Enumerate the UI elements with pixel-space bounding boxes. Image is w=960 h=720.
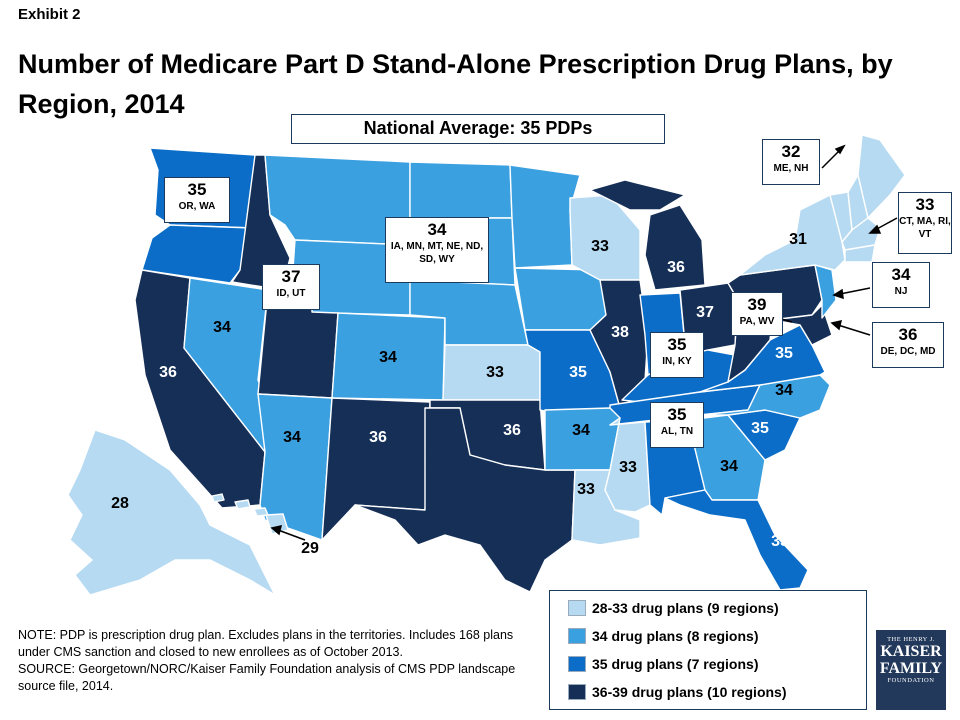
national-average-box: National Average: 35 PDPs xyxy=(291,114,665,144)
legend-label: 35 drug plans (7 regions) xyxy=(592,656,759,672)
callout-value: 36 xyxy=(898,325,918,344)
callout-ct-ma-ri-vt: 33 CT, MA, RI, VT xyxy=(898,192,952,254)
arrowhead-ct-ma xyxy=(868,224,882,234)
exhibit-label: Exhibit 2 xyxy=(18,6,81,23)
region-label-va: 35 xyxy=(775,345,793,362)
callout-value: 35 xyxy=(187,180,207,199)
arrow-me-nh xyxy=(821,149,841,169)
legend: 28-33 drug plans (9 regions) 34 drug pla… xyxy=(549,590,867,710)
state-mn xyxy=(509,164,581,269)
state-md-de xyxy=(771,304,833,346)
state-ia xyxy=(514,267,607,331)
callout-value: 34 xyxy=(427,220,447,239)
arrow-nj xyxy=(839,287,871,295)
callout-states: OR, WA xyxy=(178,201,216,212)
state-nd xyxy=(409,161,513,219)
region-label-la: 33 xyxy=(577,481,595,498)
arrowhead-me-nh xyxy=(834,144,846,155)
region-label-ga: 34 xyxy=(720,458,738,475)
state-mi xyxy=(644,204,706,291)
note-text: NOTE: PDP is prescription drug plan. Exc… xyxy=(18,628,514,659)
callout-value: 37 xyxy=(281,267,301,286)
callout-al-tn: 35 AL, TN xyxy=(650,402,704,448)
arrowhead-de-md xyxy=(830,320,843,331)
arrow-hi xyxy=(277,529,306,541)
arrowhead-nj xyxy=(832,288,844,300)
logo-line: FAMILY xyxy=(879,660,943,677)
region-label-hi: 29 xyxy=(301,540,319,557)
region-label-co: 34 xyxy=(379,349,397,366)
callout-states: DE, DC, MD xyxy=(880,346,936,357)
kff-logo: THE HENRY J. KAISER FAMILY FOUNDATION xyxy=(876,630,946,710)
region-label-ms: 33 xyxy=(619,459,637,476)
source-notes: NOTE: PDP is prescription drug plan. Exc… xyxy=(18,627,548,695)
state-mi-up xyxy=(589,179,686,211)
region-label-sc: 35 xyxy=(751,420,769,437)
callout-value: 35 xyxy=(667,335,687,354)
logo-line: KAISER xyxy=(880,643,942,660)
region-label-wi: 33 xyxy=(591,238,609,255)
callout-states: ME, NH xyxy=(773,163,809,174)
legend-swatch xyxy=(568,600,586,616)
callout-ia-mn-mt-ne-nd-sd-wy: 34 IA, MN, MT, NE, ND, SD, WY xyxy=(385,217,489,283)
region-label-ar: 34 xyxy=(572,422,590,439)
region-label-il: 38 xyxy=(611,324,629,341)
region-label-mo: 35 xyxy=(569,364,587,381)
region-label-ok: 36 xyxy=(503,422,521,439)
region-label-ny: 31 xyxy=(789,231,807,248)
logo-line: THE HENRY J. xyxy=(887,636,935,643)
arrow-de-md xyxy=(837,324,871,336)
legend-swatch xyxy=(568,628,586,644)
state-hi-1 xyxy=(211,493,225,503)
region-label-oh: 37 xyxy=(696,304,714,321)
state-tx xyxy=(354,407,576,593)
state-nc xyxy=(699,374,831,419)
state-ak xyxy=(67,429,276,596)
callout-value: 33 xyxy=(915,195,935,214)
legend-label: 34 drug plans (8 regions) xyxy=(592,628,759,644)
logo-line: FOUNDATION xyxy=(887,677,935,684)
state-ar xyxy=(544,407,621,471)
region-label-az: 34 xyxy=(283,429,301,446)
chart-title: Number of Medicare Part D Stand-Alone Pr… xyxy=(18,49,893,119)
callout-states: ID, UT xyxy=(276,288,306,299)
callout-states: AL, TN xyxy=(660,426,694,437)
callout-de-dc-md: 36 DE, DC, MD xyxy=(872,322,944,368)
state-hi-4 xyxy=(265,513,289,535)
region-label-ak: 28 xyxy=(111,495,129,512)
legend-swatch xyxy=(568,656,586,672)
callout-value: 34 xyxy=(891,265,911,284)
legend-swatch xyxy=(568,684,586,700)
callout-value: 35 xyxy=(667,405,687,424)
legend-label: 36-39 drug plans (10 regions) xyxy=(592,684,787,700)
arrowhead-hi xyxy=(270,525,283,536)
region-label-nc: 34 xyxy=(775,382,793,399)
callout-states: NJ xyxy=(894,286,908,297)
callout-or-wa: 35 OR, WA xyxy=(164,177,230,223)
callout-states: CT, MA, RI, VT xyxy=(899,216,951,240)
region-label-fl: 35 xyxy=(771,533,789,550)
callout-states: IN, KY xyxy=(662,356,692,367)
state-hi-2 xyxy=(234,499,251,510)
callout-in-ky: 35 IN, KY xyxy=(650,332,704,378)
state-fl xyxy=(664,489,809,591)
source-text: SOURCE: Georgetown/NORC/Kaiser Family Fo… xyxy=(18,662,516,693)
callout-pa-wv: 39 PA, WV xyxy=(731,292,783,336)
region-label-ca: 36 xyxy=(159,364,177,381)
callout-me-nh: 32 ME, NH xyxy=(762,139,820,185)
region-label-nv: 34 xyxy=(213,319,231,336)
legend-label: 28-33 drug plans (9 regions) xyxy=(592,600,779,616)
callout-value: 32 xyxy=(781,142,801,161)
callout-value: 39 xyxy=(747,295,767,314)
callout-states: PA, WV xyxy=(739,316,775,327)
region-label-nm: 36 xyxy=(369,429,387,446)
callout-states: IA, MN, MT, NE, ND, SD, WY xyxy=(390,241,484,265)
region-label-mi: 36 xyxy=(667,259,685,276)
callout-nj: 34 NJ xyxy=(872,262,930,308)
region-label-ks: 33 xyxy=(486,364,504,381)
callout-id-ut: 37 ID, UT xyxy=(262,264,320,310)
